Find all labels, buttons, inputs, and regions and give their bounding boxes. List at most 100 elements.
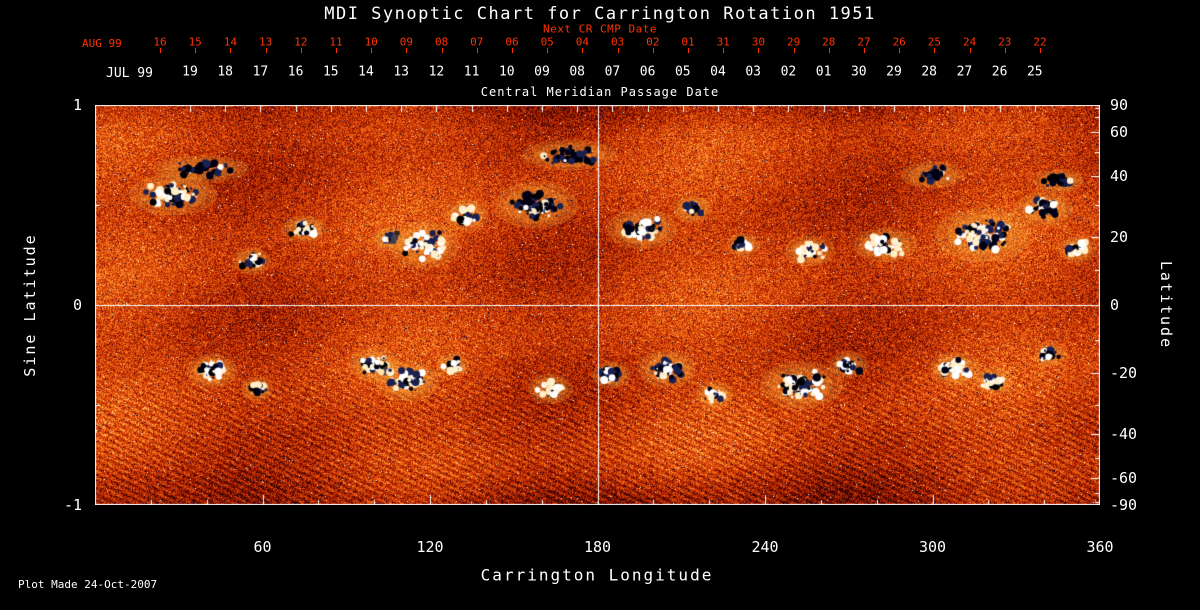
next-cr-date: 16 xyxy=(153,35,167,49)
next-cr-tick xyxy=(195,48,196,53)
cmp-date: 09 xyxy=(534,64,550,80)
magnetogram-canvas xyxy=(95,105,1100,505)
cmp-date: 25 xyxy=(1026,64,1043,80)
next-cr-date: 01 xyxy=(681,35,695,49)
latitude-tick-label: 40 xyxy=(1110,167,1129,186)
next-cr-date: 15 xyxy=(188,35,202,49)
next-cr-date: 11 xyxy=(329,35,343,49)
x-axis-label: Carrington Longitude xyxy=(480,565,714,585)
longitude-tick-label: 120 xyxy=(416,538,444,556)
cmp-date: 18 xyxy=(217,64,234,80)
cmp-date: 05 xyxy=(674,64,691,80)
cmp-date: 26 xyxy=(991,64,1008,80)
chart-title: MDI Synoptic Chart for Carrington Rotati… xyxy=(324,4,876,24)
cmp-date: 14 xyxy=(358,64,374,80)
next-cr-tick xyxy=(406,48,407,53)
next-cr-date: 06 xyxy=(505,35,519,49)
latitude-tick-label: 0 xyxy=(1110,296,1120,314)
next-cr-date: 08 xyxy=(434,35,449,49)
longitude-tick-label: 360 xyxy=(1086,538,1114,556)
next-cr-date: 05 xyxy=(540,35,554,49)
next-cr-date: 02 xyxy=(646,35,660,49)
sine-latitude-tick-label: 1 xyxy=(72,96,82,114)
next-cr-date: 03 xyxy=(610,35,625,49)
latitude-tick-label: -20 xyxy=(1110,364,1138,383)
next-cr-tick xyxy=(336,48,337,53)
next-cr-tick xyxy=(618,48,619,53)
cmp-date: 16 xyxy=(287,64,304,80)
cmp-date: 10 xyxy=(498,64,515,80)
cmp-date: 19 xyxy=(182,64,198,80)
next-cr-date: 31 xyxy=(716,35,730,49)
sine-latitude-tick-label: 0 xyxy=(72,296,82,314)
next-cr-tick xyxy=(899,48,900,53)
cmp-date: 03 xyxy=(745,64,762,80)
next-cr-tick xyxy=(371,48,372,53)
next-cr-tick xyxy=(688,48,689,53)
cmp-month-label: JUL 99 xyxy=(106,66,153,81)
cmp-axis-label: Central Meridian Passage Date xyxy=(480,85,720,99)
next-cr-tick xyxy=(970,48,971,53)
next-cr-date: 29 xyxy=(786,35,801,49)
next-cr-date: 13 xyxy=(258,35,273,49)
latitude-tick-label: -90 xyxy=(1110,496,1138,514)
cmp-date: 06 xyxy=(639,64,656,80)
next-cr-tick xyxy=(1005,48,1006,53)
longitude-tick-label: 60 xyxy=(253,538,272,556)
cmp-date: 29 xyxy=(886,64,902,80)
next-cr-tick xyxy=(442,48,443,53)
latitude-tick-label: -40 xyxy=(1110,424,1138,443)
next-cr-date: 10 xyxy=(364,35,378,49)
next-cr-tick xyxy=(758,48,759,53)
next-cr-date: 22 xyxy=(1033,35,1047,49)
cmp-date: 15 xyxy=(322,64,339,80)
next-cr-tick xyxy=(230,48,231,53)
longitude-tick-label: 180 xyxy=(583,538,612,556)
sine-latitude-tick-label: -1 xyxy=(63,496,82,514)
next-cr-date: 09 xyxy=(399,35,414,49)
next-cr-date: 26 xyxy=(892,35,906,49)
cmp-date: 30 xyxy=(850,64,867,80)
cmp-date: 04 xyxy=(710,64,726,80)
next-cr-tick xyxy=(477,48,478,53)
cmp-date: 02 xyxy=(780,64,797,80)
next-cr-date: 07 xyxy=(470,35,484,49)
next-cr-month-label: AUG 99 xyxy=(82,37,122,50)
next-cr-tick xyxy=(547,48,548,53)
latitude-tick-label: -60 xyxy=(1110,469,1138,488)
next-cr-date: 12 xyxy=(294,35,308,49)
cmp-date: 11 xyxy=(463,64,480,80)
next-cr-date: 24 xyxy=(962,35,977,49)
next-cr-tick xyxy=(266,48,267,53)
plot-made-caption: Plot Made 24-Oct-2007 xyxy=(18,578,158,591)
cmp-date: 17 xyxy=(252,64,269,80)
next-cr-date: 28 xyxy=(822,35,836,49)
next-cr-date: 14 xyxy=(223,35,238,49)
cmp-date: 01 xyxy=(815,64,832,80)
next-cr-date: 30 xyxy=(751,35,766,49)
latitude-tick-label: 20 xyxy=(1110,227,1129,246)
cmp-date: 13 xyxy=(393,64,410,80)
next-cr-tick xyxy=(582,48,583,53)
next-cr-tick xyxy=(512,48,513,53)
cmp-date: 07 xyxy=(604,64,621,80)
cmp-date: 08 xyxy=(569,64,586,80)
next-cr-tick xyxy=(723,48,724,53)
next-cr-date: 27 xyxy=(857,35,871,49)
next-cr-date: 04 xyxy=(575,35,590,49)
latitude-tick-label: 60 xyxy=(1110,122,1129,141)
longitude-tick-label: 300 xyxy=(918,538,947,556)
next-cr-tick xyxy=(160,48,161,53)
next-cr-tick xyxy=(1040,48,1041,53)
next-cr-cmp-date-label: Next CR CMP Date xyxy=(543,22,657,36)
next-cr-date: 23 xyxy=(998,35,1012,49)
next-cr-tick xyxy=(653,48,654,53)
next-cr-tick xyxy=(301,48,302,53)
latitude-tick-label: 90 xyxy=(1110,96,1129,114)
next-cr-tick xyxy=(934,48,935,53)
cmp-date: 28 xyxy=(921,64,938,80)
next-cr-tick xyxy=(794,48,795,53)
y-axis-left-label: Sine Latitude xyxy=(21,233,39,377)
next-cr-tick xyxy=(829,48,830,53)
next-cr-date: 25 xyxy=(927,35,942,49)
